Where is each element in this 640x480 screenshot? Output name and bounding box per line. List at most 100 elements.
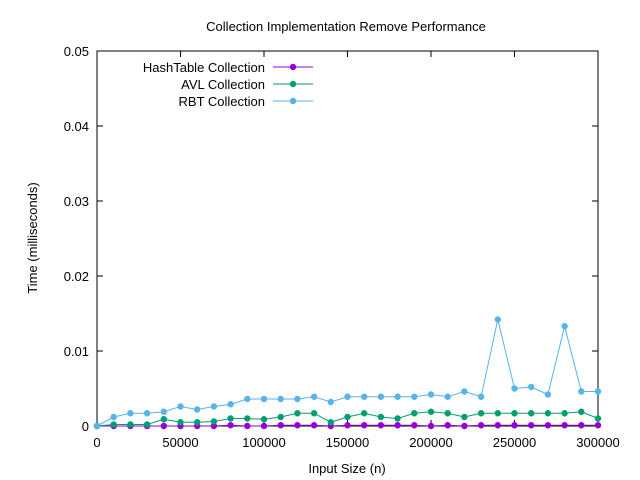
x-axis-label: Input Size (n) [308,461,385,476]
avl-collection-point [361,410,368,417]
hashtable-collection-point [528,422,535,429]
hashtable-collection-point [294,422,301,429]
avl-collection-point [310,410,318,417]
hashtable-collection-point [277,422,284,429]
y-tick-label: 0.05 [64,44,89,59]
x-tick-label: 250000 [493,435,536,450]
avl-collection-point [327,419,334,426]
avl-collection-point [110,421,117,428]
hashtable-collection-point [561,422,568,429]
avl-collection-point [544,410,552,417]
x-tick-label: 200000 [409,435,452,450]
rbt-collection-point [461,388,468,395]
rbt-collection-point [427,391,435,398]
y-tick-label: 0.01 [64,344,89,359]
y-tick-label: 0.02 [64,269,89,284]
rbt-collection-point [227,401,234,408]
rbt-collection-point [194,406,201,413]
rbt-collection-point [143,410,151,417]
avl-collection-point [294,410,301,417]
hashtable-collection-point [594,422,602,429]
y-axis-label: Time (milliseconds) [25,182,40,293]
legend: HashTable Collection AVL Collection RBT Co… [143,60,313,109]
avl-collection-point [444,410,451,417]
avl-collection-point [344,413,351,421]
rbt-collection-point [160,408,167,415]
x-tick-label: 50000 [162,435,198,450]
avl-collection-point [477,410,485,417]
avl-collection-point [194,419,201,426]
hashtable-collection-point [160,422,167,430]
hashtable-collection-point [461,422,468,430]
rbt-collection-point [361,393,368,400]
rbt-collection-point [411,393,418,400]
rbt-collection-point [528,383,535,391]
hashtable-collection-point [361,422,368,429]
avl-collection-point [227,415,234,422]
avl-collection-point [561,410,568,417]
hashtable-collection-point [477,422,485,429]
avl-collection-point [394,415,401,422]
rbt-collection-point [244,395,251,403]
x-tick-label: 100000 [242,435,285,450]
y-tick-label: 0.04 [64,119,89,134]
hashtable-collection-point [427,422,435,430]
rbt-collection-point [260,395,268,403]
rbt-collection-point [394,393,401,400]
avl-collection-point [494,410,501,417]
rbt-collection-point [93,422,101,430]
hashtable-collection-point [511,422,518,429]
rbt-collection-series [93,316,602,430]
legend-item: RBT Collection [179,94,313,109]
rbt-collection-point [294,395,301,403]
hashtable-collection-point [244,422,251,430]
rbt-collection-point [110,413,117,421]
avl-collection-point [578,408,585,415]
avl-collection-point [260,416,268,423]
y-tick-label: 0 [82,419,89,434]
y-tick-label: 0.03 [64,194,89,209]
rbt-collection-point [444,393,451,400]
rbt-collection-point [511,385,518,392]
avl-collection-point [511,410,518,417]
rbt-collection-point [578,388,585,395]
avl-collection-point [461,413,468,421]
hashtable-collection-point [210,422,218,430]
rbt-collection-point [377,393,385,400]
hashtable-collection-point [227,422,234,429]
hashtable-collection-point [578,422,585,429]
rbt-collection-point [344,393,351,400]
hashtable-collection-point [544,422,552,429]
legend-item: AVL Collection [181,77,313,92]
x-tick-label: 0 [93,435,100,450]
avl-collection-point [177,419,184,426]
rbt-collection-point [210,403,218,410]
avl-collection-point [127,421,134,428]
legend-marker [289,63,297,71]
series-layer [93,316,602,430]
rbt-collection-point [277,395,284,403]
avl-collection-point [143,421,151,428]
legend-marker [289,97,297,105]
rbt-collection-point [177,403,184,410]
hashtable-collection-point [310,422,318,429]
hashtable-collection-point [444,422,451,429]
hashtable-collection-series [93,422,602,430]
avl-collection-point [377,413,385,421]
hashtable-collection-point [260,422,268,430]
avl-collection-point [277,413,284,421]
rbt-collection-point [544,391,552,398]
x-tick-label: 150000 [326,435,369,450]
avl-collection-point [528,410,535,417]
hashtable-collection-point [394,422,401,429]
rbt-collection-point [594,388,602,395]
hashtable-collection-point [344,422,351,429]
chart-title: Collection Implementation Remove Perform… [206,19,486,34]
rbt-collection-point [477,393,485,400]
avl-collection-point [160,416,167,423]
hashtable-collection-point [411,422,418,429]
rbt-collection-point [327,398,334,406]
avl-collection-point [210,418,218,425]
